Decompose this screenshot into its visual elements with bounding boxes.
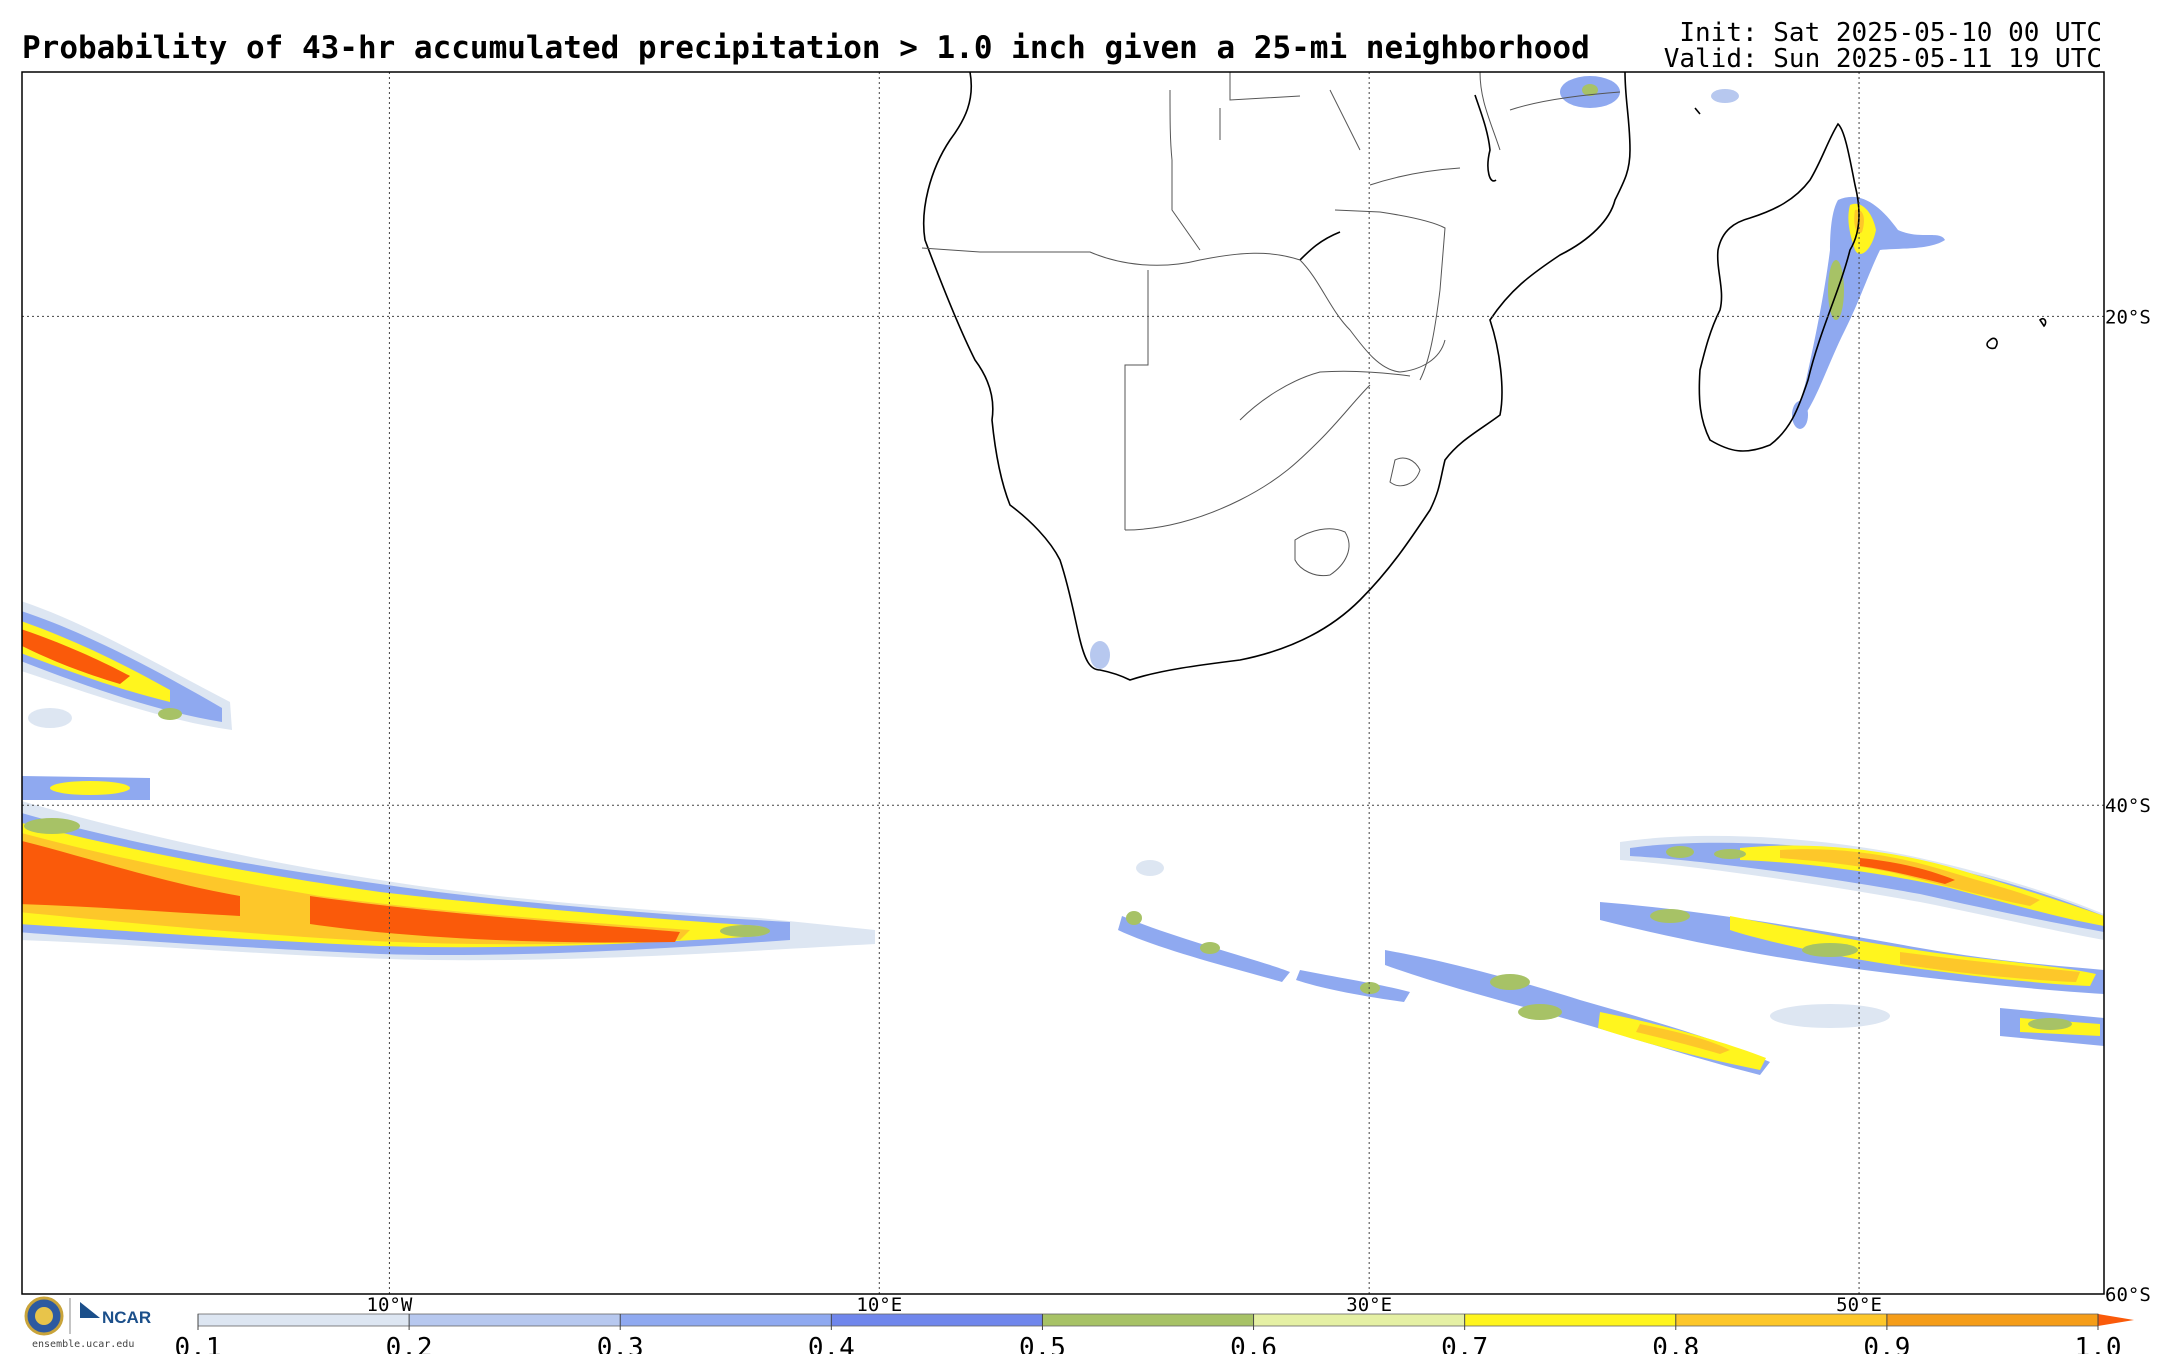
colorbar-segment bbox=[831, 1314, 1043, 1326]
precip-band-west-lower bbox=[22, 776, 875, 961]
africa-coastline bbox=[922, 71, 1631, 681]
precip-cell-madagascar bbox=[1090, 76, 1945, 669]
map-title: Probability of 43-hr accumulated precipi… bbox=[22, 30, 1590, 66]
ncar-logo-icon bbox=[80, 1302, 100, 1318]
lake-malawi bbox=[1474, 94, 1497, 182]
latitude-label: 60°S bbox=[2105, 1284, 2151, 1306]
precip-field bbox=[22, 76, 2104, 1075]
colorbar-tick-label: 0.9 bbox=[1863, 1333, 1910, 1354]
colorbar-segment bbox=[409, 1314, 621, 1326]
colorbar-segment bbox=[1042, 1314, 1255, 1326]
colorbar: 0.1 0.2 0.3 0.4 0.5 0.6 0.7 0.8 0.9 1.0 bbox=[175, 1313, 2134, 1354]
latitude-label: 20°S bbox=[2105, 306, 2151, 328]
lake-kariba bbox=[1299, 231, 1341, 261]
time-info: Init: Sat 2025-05-10 00 UTC Valid: Sun 2… bbox=[1664, 20, 2102, 72]
nsf-seal-icon bbox=[24, 1296, 64, 1336]
latitude-labels: 20°S 40°S 60°S bbox=[2105, 306, 2151, 1306]
precip-band-east bbox=[1600, 835, 2104, 1046]
longitude-label: 10°E bbox=[856, 1294, 902, 1316]
site-url: ensemble.ucar.edu bbox=[32, 1339, 135, 1350]
colorbar-tick-label: 0.5 bbox=[1019, 1333, 1066, 1354]
colorbar-tick-label: 0.7 bbox=[1441, 1333, 1488, 1354]
colorbar-segment bbox=[1253, 1314, 1466, 1326]
coastlines bbox=[922, 71, 2047, 681]
colorbar-tick-label: 0.4 bbox=[808, 1333, 855, 1354]
comoros-island bbox=[1694, 107, 1701, 115]
graticule bbox=[22, 72, 2104, 1294]
colorbar-tick-label: 0.3 bbox=[597, 1333, 644, 1354]
valid-time: Valid: Sun 2025-05-11 19 UTC bbox=[1663, 44, 2102, 74]
longitude-labels: 10°W 10°E 30°E 50°E bbox=[367, 1294, 1882, 1316]
colorbar-tick-label: 1.0 bbox=[2075, 1333, 2122, 1354]
colorbar-segment bbox=[620, 1314, 832, 1326]
longitude-label: 50°E bbox=[1836, 1294, 1882, 1316]
map-frame bbox=[21, 71, 2105, 1295]
ncar-wordmark: NCAR bbox=[102, 1308, 152, 1327]
colorbar-segment bbox=[1886, 1314, 2099, 1326]
reunion-island bbox=[2038, 317, 2047, 328]
longitude-label: 30°E bbox=[1346, 1294, 1392, 1316]
mauritius-island bbox=[1986, 337, 1998, 350]
longitude-label: 10°W bbox=[367, 1294, 413, 1316]
madagascar-coastline bbox=[1698, 122, 1860, 452]
colorbar-tick-label: 0.1 bbox=[175, 1333, 222, 1354]
init-time: Init: Sat 2025-05-10 00 UTC bbox=[1679, 18, 2102, 48]
colorbar-tick-label: 0.2 bbox=[386, 1333, 433, 1354]
colorbar-tick-label: 0.6 bbox=[1230, 1333, 1277, 1354]
colorbar-extend-arrow bbox=[2098, 1314, 2134, 1326]
colorbar-segment bbox=[198, 1314, 410, 1326]
colorbar-segment bbox=[1464, 1314, 1677, 1326]
precip-band-west-upper bbox=[22, 601, 232, 730]
country-borders bbox=[921, 71, 1621, 577]
latitude-label: 40°S bbox=[2105, 795, 2151, 817]
precip-band-south-central bbox=[1118, 860, 1770, 1075]
branding-logos bbox=[24, 1296, 100, 1336]
colorbar-tick-label: 0.8 bbox=[1652, 1333, 1699, 1354]
colorbar-segment bbox=[1675, 1314, 1888, 1326]
